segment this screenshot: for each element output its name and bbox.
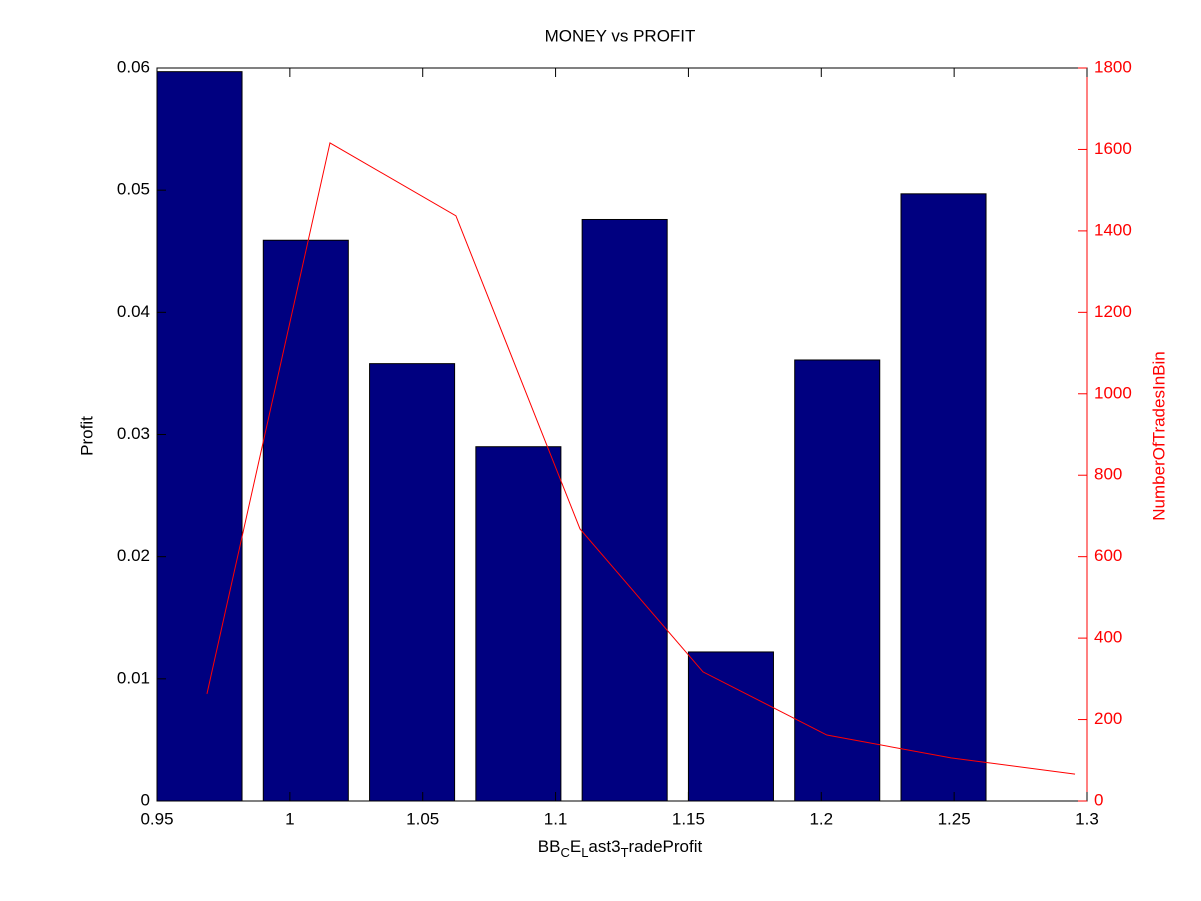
x-tick-label: 1.15 xyxy=(672,809,705,828)
y2-axis-label: NumberOfTradesInBin xyxy=(1149,351,1168,520)
y-tick-label: 0 xyxy=(141,790,150,809)
y-tick-label: 0.05 xyxy=(117,180,150,199)
bar xyxy=(262,239,349,802)
x-tick-label: 1.1 xyxy=(544,809,568,828)
bar xyxy=(581,218,668,802)
bar xyxy=(794,359,881,802)
y-tick-label: 0.06 xyxy=(117,57,150,76)
x-axis-label-part: radeProfit xyxy=(629,837,703,856)
x-axis-label-part: BB xyxy=(538,837,561,856)
y2-tick-label: 1800 xyxy=(1094,57,1132,76)
line xyxy=(206,142,1076,775)
bar xyxy=(369,363,456,802)
x-axis-label: BBCELast3TradeProfit xyxy=(538,837,703,860)
x-tick-label: 1.25 xyxy=(938,809,971,828)
y2-tick-label: 1000 xyxy=(1094,383,1132,402)
x-axis-label-part: C xyxy=(560,845,569,860)
y2-tick-label: 1200 xyxy=(1094,302,1132,321)
x-axis-label-part: L xyxy=(581,845,588,860)
y2-tick-label: 200 xyxy=(1094,709,1122,728)
x-tick-label: 1 xyxy=(285,809,294,828)
x-axis-label-part: E xyxy=(570,837,581,856)
chart-title: MONEY vs PROFIT xyxy=(545,26,696,45)
x-tick-label: 1.2 xyxy=(809,809,833,828)
y-tick-label: 0.04 xyxy=(117,302,150,321)
x-tick-label: 0.95 xyxy=(140,809,173,828)
y-tick-label: 0.02 xyxy=(117,546,150,565)
bar xyxy=(475,446,562,802)
x-axis-label-part: T xyxy=(621,845,629,860)
x-tick-label: 1.3 xyxy=(1075,809,1099,828)
bar xyxy=(156,71,243,802)
y2-tick-label: 0 xyxy=(1094,790,1103,809)
bar xyxy=(900,193,987,802)
x-tick-label: 1.05 xyxy=(406,809,439,828)
y-axis-label: Profit xyxy=(77,416,96,456)
bar xyxy=(687,651,774,802)
y-tick-label: 0.01 xyxy=(117,668,150,687)
y2-tick-label: 1400 xyxy=(1094,220,1132,239)
x-axis-label-part: ast3 xyxy=(588,837,620,856)
y2-tick-label: 1600 xyxy=(1094,139,1132,158)
y2-tick-label: 800 xyxy=(1094,465,1122,484)
y-tick-label: 0.03 xyxy=(117,424,150,443)
y2-tick-label: 400 xyxy=(1094,628,1122,647)
y2-tick-label: 600 xyxy=(1094,546,1122,565)
